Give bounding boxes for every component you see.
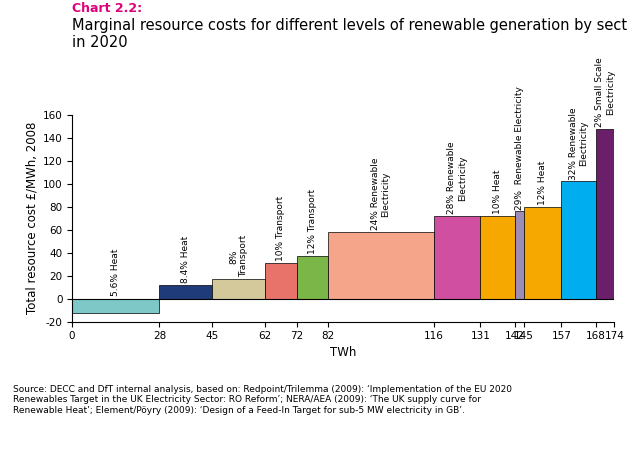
Text: 10% Heat: 10% Heat bbox=[493, 170, 502, 214]
X-axis label: TWh: TWh bbox=[330, 346, 357, 359]
Text: 12% Heat: 12% Heat bbox=[538, 161, 547, 205]
Text: 5.6% Heat: 5.6% Heat bbox=[111, 249, 120, 297]
Bar bbox=[480, 216, 515, 299]
Bar bbox=[596, 129, 614, 299]
Text: 8%
Transport: 8% Transport bbox=[229, 235, 248, 278]
Text: 8.4% Heat: 8.4% Heat bbox=[181, 236, 191, 283]
Bar bbox=[213, 279, 265, 299]
Y-axis label: Total resource cost £/MWh, 2008: Total resource cost £/MWh, 2008 bbox=[26, 122, 38, 315]
Bar bbox=[524, 207, 561, 299]
Text: 24% Renewable
Electricity: 24% Renewable Electricity bbox=[371, 158, 391, 230]
Bar bbox=[159, 285, 213, 299]
Text: Chart 2.2:: Chart 2.2: bbox=[72, 2, 142, 15]
Text: 32% Renewable
Electricity: 32% Renewable Electricity bbox=[569, 107, 588, 180]
Bar bbox=[561, 181, 596, 299]
Text: Marginal resource costs for different levels of renewable generation by sector
i: Marginal resource costs for different le… bbox=[72, 18, 627, 50]
Bar bbox=[328, 232, 434, 299]
Bar bbox=[297, 256, 328, 299]
Bar bbox=[515, 212, 524, 299]
Bar bbox=[72, 299, 159, 313]
Text: Source: DECC and DfT internal analysis, based on: Redpoint/Trilemma (2009): ‘Imp: Source: DECC and DfT internal analysis, … bbox=[13, 385, 512, 414]
Text: 12% Transport: 12% Transport bbox=[308, 189, 317, 255]
Bar bbox=[265, 263, 297, 299]
Text: 2% Small Scale
Electricity: 2% Small Scale Electricity bbox=[596, 57, 615, 127]
Text: 10% Transport: 10% Transport bbox=[277, 196, 285, 261]
Text: 29%  Renewable Electricity: 29% Renewable Electricity bbox=[515, 86, 524, 210]
Bar bbox=[434, 216, 480, 299]
Text: 28% Renewable
Electricity: 28% Renewable Electricity bbox=[447, 142, 466, 214]
